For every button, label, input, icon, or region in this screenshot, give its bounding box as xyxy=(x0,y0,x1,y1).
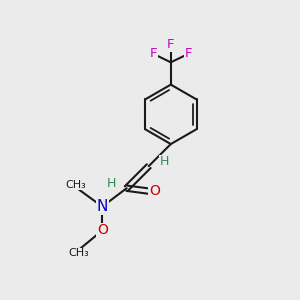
Text: F: F xyxy=(184,47,192,61)
Text: O: O xyxy=(149,184,160,198)
Text: CH₃: CH₃ xyxy=(68,248,89,258)
Text: H: H xyxy=(106,177,116,190)
Text: F: F xyxy=(167,38,175,51)
Text: N: N xyxy=(97,199,108,214)
Text: F: F xyxy=(150,47,157,61)
Text: CH₃: CH₃ xyxy=(65,180,86,190)
Text: H: H xyxy=(160,155,169,168)
Text: O: O xyxy=(97,224,108,237)
